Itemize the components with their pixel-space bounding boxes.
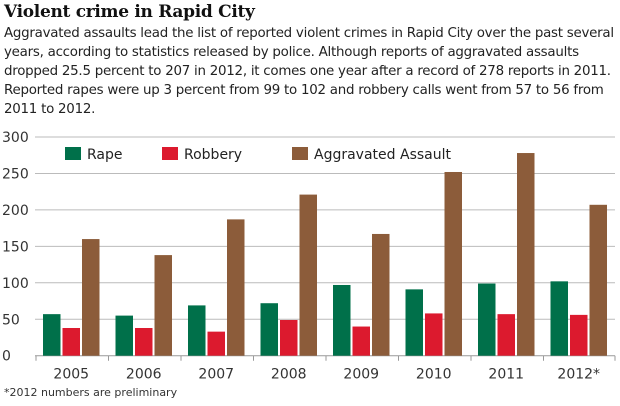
x-tick-label: 2006 [126, 367, 162, 382]
bar-robbery [352, 326, 370, 356]
bar-rape [115, 315, 133, 356]
x-tick-label: 2009 [343, 367, 379, 382]
legend-swatch [65, 147, 81, 160]
legend-label: Robbery [184, 147, 242, 163]
x-tick-label: 2011 [488, 367, 524, 382]
bar-rape [188, 305, 206, 356]
footnote: *2012 numbers are preliminary [4, 386, 178, 399]
bar-robbery [497, 314, 515, 356]
chart-description: Aggravated assaults lead the list of rep… [4, 26, 614, 117]
x-tick-label: 2007 [198, 367, 234, 382]
bar-rape [405, 289, 423, 356]
bar-robbery [62, 327, 80, 356]
bar-rape [550, 281, 568, 356]
bar-robbery [570, 314, 588, 356]
legend-swatch [292, 147, 308, 160]
bar-robbery [280, 319, 298, 356]
chart-title: Violent crime in Rapid City [4, 2, 255, 22]
bar-aggravated-assault [517, 153, 535, 356]
y-tick-label: 200 [2, 203, 29, 219]
y-tick-label: 50 [2, 312, 20, 328]
y-tick-label: 150 [2, 239, 29, 255]
y-tick-label: 250 [2, 166, 29, 182]
bar-robbery [425, 313, 443, 356]
legend-swatch [162, 147, 178, 160]
bar-aggravated-assault [372, 233, 390, 356]
bar-rape [478, 283, 496, 356]
y-tick-label: 0 [2, 349, 11, 365]
x-tick-label: 2005 [53, 367, 89, 382]
bar-aggravated-assault [299, 194, 317, 356]
bar-aggravated-assault [444, 171, 462, 356]
bar-rape [260, 303, 278, 356]
y-tick-label: 100 [2, 276, 29, 292]
bar-chart: 0 50 100 150 200 250 300 2005 2006 2007 2008 2009 20… [2, 130, 616, 382]
bar-robbery [135, 327, 153, 356]
bar-aggravated-assault [227, 219, 245, 356]
x-tick-label: 2012* [557, 367, 600, 382]
y-tick-label: 300 [2, 130, 29, 146]
legend-label: Rape [87, 147, 123, 163]
x-tick-label: 2010 [416, 367, 452, 382]
bar-rape [43, 314, 61, 356]
bar-aggravated-assault [589, 204, 607, 356]
bar-rape [333, 284, 351, 356]
legend-label: Aggravated Assault [314, 147, 451, 163]
bar-robbery [207, 331, 225, 356]
x-tick-label: 2008 [271, 367, 307, 382]
bar-aggravated-assault [82, 239, 100, 356]
bar-aggravated-assault [154, 255, 172, 356]
